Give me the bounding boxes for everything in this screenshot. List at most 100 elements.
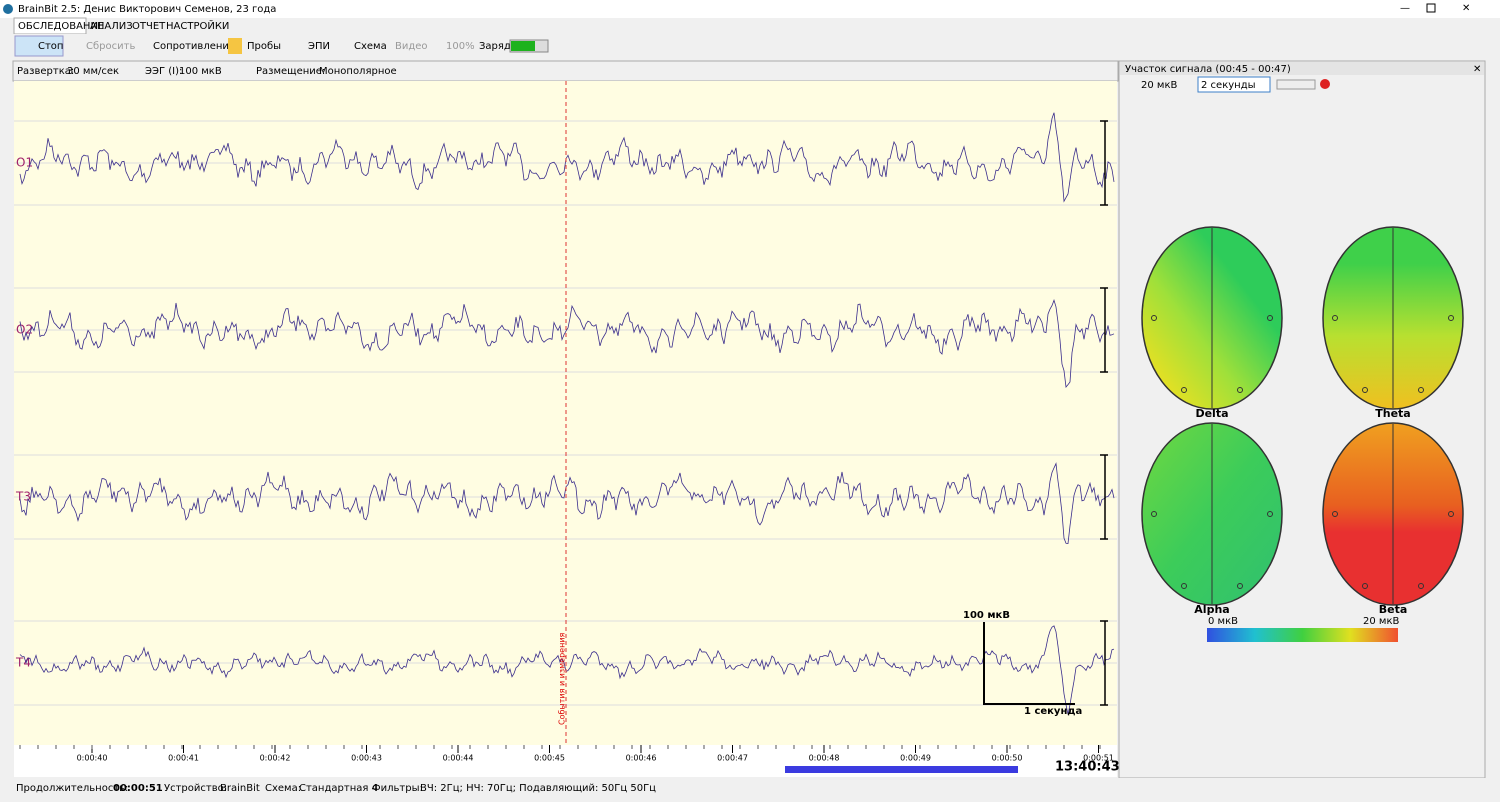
reset[interactable]: Сбросить [86,41,135,52]
eeg-trace [19,112,1115,203]
electrode [1237,583,1243,589]
sweep-label: Развертка: [17,66,74,77]
color-scale [1207,628,1398,642]
eeg[interactable]: 100 мкВ [179,66,222,77]
close[interactable]: ✕ [1462,3,1470,14]
electrode [1151,315,1157,321]
panel-amplitude[interactable]: 20 мкВ [1141,80,1177,91]
map-label: Alpha [1194,603,1229,616]
eeg-trace [19,462,1115,545]
signal-panel [1118,60,1486,779]
electrode [1332,315,1338,321]
calibration-bar [1100,620,1108,706]
scroll-thumb[interactable] [785,766,1018,773]
electrode [1448,315,1454,321]
device: BrainBit [220,783,260,794]
electrode [1267,511,1273,517]
calibration-bar [1100,120,1108,206]
resistance[interactable]: Сопротивление [153,41,235,52]
battery-level [511,41,535,51]
electrode [1448,511,1454,517]
stop-button[interactable] [14,35,64,57]
scheme[interactable]: Схема [354,41,387,52]
scale-min: 0 мкВ [1208,616,1238,627]
event-label: События и измерения [558,632,567,725]
electrode [1362,583,1368,589]
map-label: Theta [1375,407,1410,420]
channel-label: O2 [16,323,33,337]
channel-label: T4 [15,656,31,670]
menu-tab[interactable]: ОТЧЕТ [132,21,166,32]
scale-max: 20 мкВ [1363,616,1399,627]
time-label: 0:00:49 [900,754,931,763]
time-label: 0:00:43 [351,754,382,763]
electrode [1181,387,1187,393]
panel-close[interactable]: ✕ [1473,64,1481,75]
eeg-trace [19,625,1115,715]
app-icon [3,4,13,14]
scheme-label: Схема: [265,783,301,794]
eeg-label: ЭЭГ (I): [145,66,182,77]
status-bar [0,778,1500,798]
channel-label: T3 [15,490,31,504]
sweep[interactable]: 30 мм/сек [67,66,119,77]
epi[interactable]: ЭПИ [308,41,330,52]
placement[interactable]: Монополярное [319,66,397,77]
electrode [1418,387,1424,393]
time-label: 0:00:40 [77,754,108,763]
calibration-bar [1100,287,1108,373]
calibration-bar [1100,454,1108,540]
time-label: 0:00:48 [809,754,840,763]
progress [1276,79,1316,90]
panel-window[interactable]: 2 секунды [1201,80,1256,91]
scheme-value: Стандартная 4 [299,783,378,794]
probes[interactable]: Пробы [247,41,281,52]
time-label: 0:00:47 [717,754,748,763]
filters-label: Фильтры: [372,783,423,794]
video[interactable]: Видео [395,41,428,52]
electrode [1362,387,1368,393]
zoom[interactable]: 100% [446,41,475,52]
time-label: 0:00:44 [443,754,474,763]
panel-header [1120,62,1484,75]
toolbar [0,34,1500,58]
scale-amplitude: 100 мкВ [963,610,1010,621]
time-label: 0:00:45 [534,754,565,763]
maximize[interactable] [1426,3,1436,13]
probes-icon [228,38,242,54]
time-label: 0:00:41 [168,754,199,763]
filters: ВЧ: 2Гц; НЧ: 70Гц; Подавляющий: 50Гц 50Г… [420,783,656,794]
scale-time: 1 секунда [1024,706,1082,717]
device-label: Устройство: [164,783,227,794]
window-select[interactable] [1197,76,1271,93]
electrode [1418,583,1424,589]
panel-title: Участок сигнала (00:45 - 00:47) [1125,64,1291,75]
stop[interactable]: Стоп [38,41,63,52]
placement-label: Размещение: [256,66,325,77]
duration-label: Продолжительность: [16,783,128,794]
menu-tab[interactable]: ОБСЛЕДОВАНИЕ [18,21,104,32]
cancel[interactable] [1320,79,1330,89]
map-label: Beta [1379,603,1408,616]
clock: 13:40:43 [1055,760,1120,775]
time-label: 0:00:46 [626,754,657,763]
channel-label: O1 [16,156,33,170]
time-label: 0:00:50 [992,754,1023,763]
title-bar [0,0,1500,18]
eeg-trace [19,299,1115,388]
electrode [1237,387,1243,393]
menu-tab[interactable]: АНАЛИЗ [90,21,133,32]
electrode [1332,511,1338,517]
time-label: 0:00:42 [260,754,291,763]
minimize[interactable]: — [1400,3,1410,14]
menu-tab[interactable]: НАСТРОЙКИ [166,19,229,32]
electrode [1267,315,1273,321]
map-label: Delta [1195,407,1228,420]
scale-bar [983,622,1075,705]
duration: 00:00:51 [113,783,163,794]
electrode [1181,583,1187,589]
window-title: BrainBit 2.5: Денис Викторович Семенов, … [18,4,276,15]
electrode [1151,511,1157,517]
